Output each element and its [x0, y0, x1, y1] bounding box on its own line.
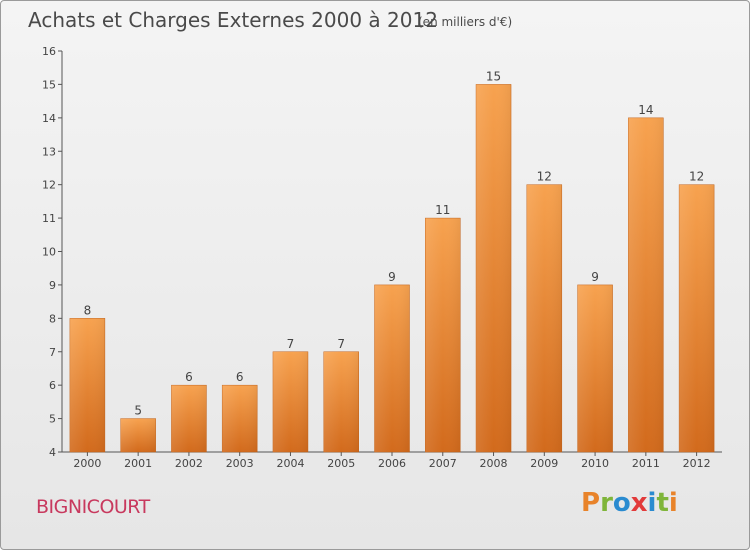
value-label-2010: 9: [591, 270, 599, 284]
x-tick-label-2008: 2008: [480, 457, 508, 470]
proxiti-logo: Proxiti: [581, 488, 678, 518]
value-label-2007: 11: [435, 203, 450, 217]
value-label-2001: 5: [134, 404, 142, 418]
bar-shine-2001: [120, 418, 156, 452]
y-tick-label: 15: [42, 78, 56, 91]
x-tick-label-2009: 2009: [530, 457, 558, 470]
bar-shine-2009: [526, 184, 562, 452]
y-tick-label: 9: [49, 279, 56, 292]
logo-letter: i: [668, 488, 678, 518]
value-label-2008: 15: [486, 69, 501, 83]
chart-title: Achats et Charges Externes 2000 à 2012: [28, 8, 438, 32]
bar-shine-2005: [323, 351, 359, 452]
y-tick-label: 12: [42, 179, 56, 192]
x-tick-label-2007: 2007: [429, 457, 457, 470]
y-tick-label: 4: [49, 446, 56, 459]
bar-shine-2006: [374, 284, 410, 452]
y-tick-label: 10: [42, 246, 56, 259]
logo-letter: r: [600, 488, 613, 518]
bar-shine-2010: [577, 284, 613, 452]
value-label-2003: 6: [236, 370, 244, 384]
bar-shine-2004: [272, 351, 308, 452]
y-tick-label: 6: [49, 379, 56, 392]
y-tick-label: 16: [42, 45, 56, 58]
x-tick-label-2003: 2003: [226, 457, 254, 470]
y-tick-label: 5: [49, 413, 56, 426]
value-label-2005: 7: [337, 337, 345, 351]
y-tick-label: 14: [42, 112, 56, 125]
value-label-2012: 12: [689, 170, 704, 184]
value-label-2006: 9: [388, 270, 396, 284]
value-label-2009: 12: [537, 170, 552, 184]
value-label-2000: 8: [84, 303, 92, 317]
x-tick-label-2000: 2000: [73, 457, 101, 470]
bar-shine-2002: [171, 385, 207, 452]
x-tick-label-2002: 2002: [175, 457, 203, 470]
bar-shine-2000: [69, 318, 105, 452]
x-tick-label-2005: 2005: [327, 457, 355, 470]
logo-letter: i: [647, 488, 657, 518]
x-tick-label-2011: 2011: [632, 457, 660, 470]
bar-shine-2012: [679, 184, 715, 452]
chart-unit: (en milliers d'€): [418, 15, 513, 29]
value-label-2004: 7: [287, 337, 295, 351]
commune-name: BIGNICOURT: [36, 496, 150, 518]
value-label-2011: 14: [638, 103, 653, 117]
y-tick-label: 11: [42, 212, 56, 225]
y-tick-label: 8: [49, 312, 56, 325]
x-tick-label-2004: 2004: [276, 457, 304, 470]
value-label-2002: 6: [185, 370, 193, 384]
x-tick-label-2001: 2001: [124, 457, 152, 470]
x-tick-label-2006: 2006: [378, 457, 406, 470]
logo-letter: P: [581, 488, 601, 518]
bar-shine-2011: [628, 117, 664, 452]
logo-letter: t: [656, 488, 669, 518]
bar-shine-2008: [476, 84, 512, 453]
y-tick-label: 13: [42, 145, 56, 158]
logo-letter: x: [630, 488, 648, 518]
bar-shine-2007: [425, 218, 461, 452]
x-tick-label-2010: 2010: [581, 457, 609, 470]
x-tick-label-2012: 2012: [683, 457, 711, 470]
bars: 8 5 6 6 7 7 9 11 15 12 9 14 12: [69, 69, 715, 453]
y-tick-label: 7: [49, 346, 56, 359]
bar-shine-2003: [222, 385, 258, 452]
logo-letter: o: [612, 488, 631, 518]
